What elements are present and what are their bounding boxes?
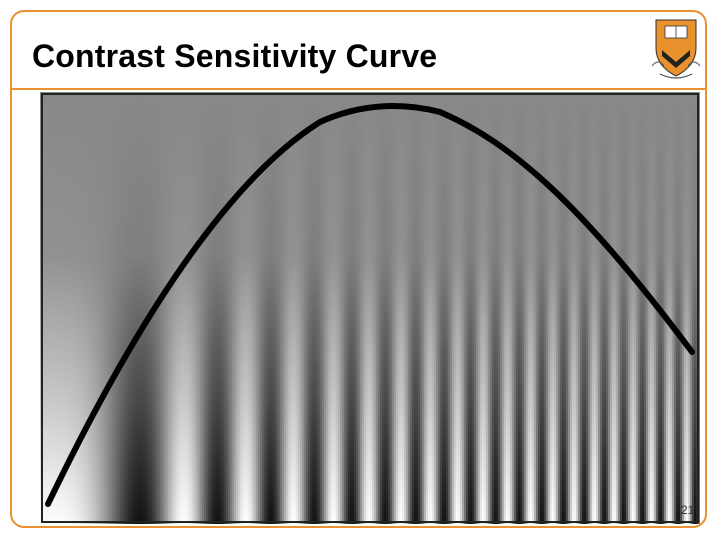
slide-number: 21	[681, 503, 695, 517]
title-divider	[12, 88, 705, 90]
princeton-shield-icon	[650, 14, 702, 84]
contrast-sensitivity-curve	[45, 103, 695, 507]
contrast-sensitivity-figure	[40, 92, 700, 524]
slide-title: Contrast Sensitivity Curve	[32, 38, 438, 74]
contrast-fade-overlay	[40, 92, 700, 524]
slide-frame	[10, 10, 707, 528]
figure-border	[41, 93, 699, 523]
contrast-sensitivity-svg	[40, 92, 700, 524]
